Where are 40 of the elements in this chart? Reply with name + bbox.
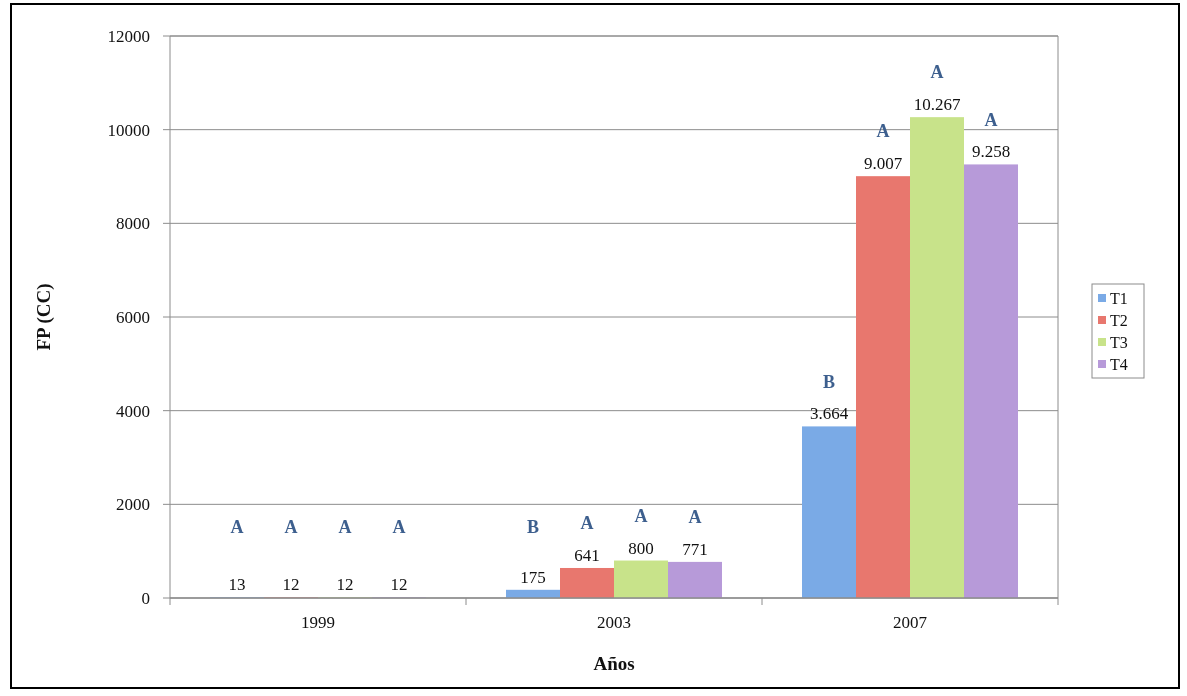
data-label: 9.258 [971, 142, 1011, 162]
data-label: 12 [390, 575, 408, 595]
annotation: A [580, 513, 594, 534]
data-label: 641 [574, 545, 600, 565]
x-axis-title: Años [593, 653, 635, 674]
y-axis-title: FP (CC) [33, 283, 55, 351]
legend-label: T4 [1110, 355, 1128, 373]
legend-label: T3 [1110, 333, 1128, 351]
annotation: B [526, 517, 540, 538]
x-tick-label: 2007 [893, 613, 928, 632]
annotation: A [392, 517, 406, 538]
y-tick-label: 12000 [107, 26, 150, 46]
annotation: A [984, 109, 998, 130]
y-tick-label: 6000 [116, 307, 150, 327]
data-label: 12 [282, 575, 300, 595]
data-label: 13 [228, 575, 246, 595]
data-label: 800 [628, 538, 654, 558]
data-label: 12 [336, 575, 354, 595]
annotation: B [822, 371, 836, 392]
annotation: A [688, 507, 702, 528]
annotation: A [876, 121, 890, 142]
y-tick-label: 4000 [116, 401, 150, 421]
data-label: 771 [682, 539, 708, 559]
legend-label: T1 [1110, 289, 1128, 307]
legend-label: T2 [1110, 311, 1128, 329]
y-tick-label: 8000 [116, 214, 150, 234]
y-tick-label: 0 [141, 588, 150, 608]
data-label: 3.664 [809, 404, 849, 424]
annotation: A [230, 517, 244, 538]
y-tick-label: 2000 [116, 495, 150, 515]
data-label: 9.007 [863, 154, 903, 174]
annotation: A [634, 505, 648, 526]
x-tick-label: 2003 [597, 613, 631, 632]
annotation: A [338, 517, 352, 538]
data-label: 175 [520, 567, 546, 587]
annotation: A [930, 62, 944, 83]
data-label: 10.267 [913, 95, 961, 115]
x-tick-label: 1999 [301, 613, 335, 632]
y-tick-label: 10000 [107, 120, 150, 140]
annotation: A [284, 517, 298, 538]
